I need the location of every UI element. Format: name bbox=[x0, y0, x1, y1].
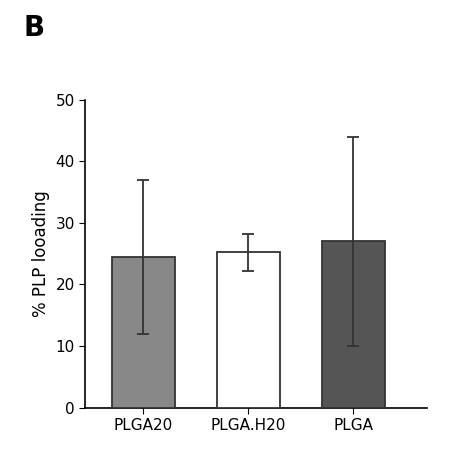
Y-axis label: % PLP looading: % PLP looading bbox=[32, 190, 50, 317]
Bar bbox=[111, 257, 174, 408]
Bar bbox=[321, 241, 384, 408]
Bar bbox=[217, 252, 280, 408]
Text: B: B bbox=[24, 14, 45, 42]
